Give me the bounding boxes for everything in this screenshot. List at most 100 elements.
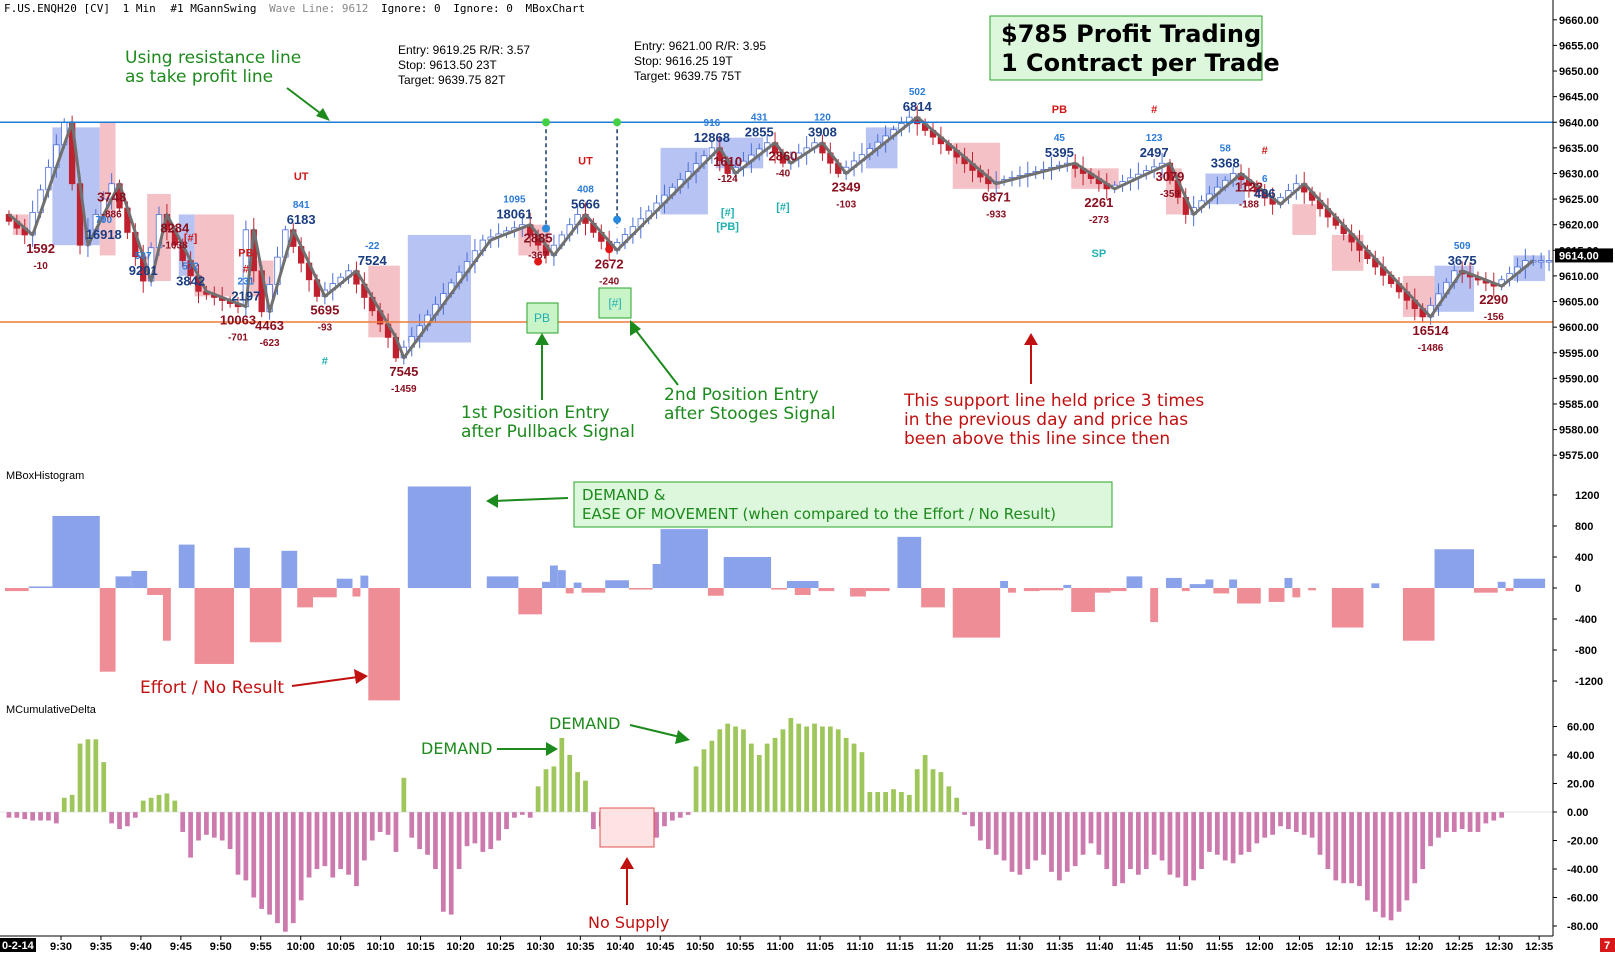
candle-body[interactable]	[1545, 260, 1553, 263]
delta-bar[interactable]	[101, 762, 107, 812]
delta-bar[interactable]	[567, 755, 573, 812]
histogram-bar[interactable]	[1474, 588, 1498, 593]
delta-bar[interactable]	[1120, 812, 1125, 884]
histogram-bar[interactable]	[115, 576, 132, 588]
delta-bar[interactable]	[38, 812, 43, 821]
histogram-bar[interactable]	[336, 578, 353, 588]
delta-bar[interactable]	[1365, 812, 1370, 901]
histogram-bar[interactable]	[131, 570, 148, 588]
histogram-bar[interactable]	[1505, 588, 1514, 592]
delta-bar[interactable]	[843, 737, 849, 812]
delta-bar[interactable]	[1143, 812, 1149, 869]
histogram-bar[interactable]	[581, 588, 606, 593]
delta-bar[interactable]	[1199, 812, 1204, 869]
histogram-bar[interactable]	[1268, 588, 1285, 602]
delta-bar[interactable]	[875, 792, 881, 812]
delta-bar[interactable]	[1475, 812, 1481, 832]
delta-bar[interactable]	[164, 793, 170, 812]
histogram-bar[interactable]	[297, 588, 314, 608]
histogram-bar[interactable]	[1110, 588, 1127, 592]
histogram-bar[interactable]	[234, 547, 250, 588]
delta-bar[interactable]	[670, 812, 675, 821]
delta-bar[interactable]	[662, 812, 667, 827]
histogram-bar[interactable]	[628, 588, 653, 590]
delta-bar[interactable]	[867, 792, 873, 812]
delta-bar[interactable]	[1396, 812, 1402, 912]
histogram-bar[interactable]	[407, 486, 471, 588]
delta-bar[interactable]	[188, 812, 193, 858]
delta-bar[interactable]	[53, 812, 59, 824]
delta-bar[interactable]	[851, 743, 857, 812]
histogram-bar[interactable]	[5, 588, 29, 592]
delta-bar[interactable]	[748, 743, 754, 812]
histogram-bar[interactable]	[1071, 588, 1095, 613]
histogram-bar[interactable]	[1166, 577, 1182, 588]
delta-bar[interactable]	[512, 812, 517, 818]
histogram-bar[interactable]	[1513, 578, 1546, 588]
delta-bar[interactable]	[1380, 812, 1386, 918]
delta-bar[interactable]	[1167, 812, 1173, 875]
delta-bar[interactable]	[1001, 812, 1007, 861]
histogram-bar[interactable]	[162, 588, 171, 641]
histogram-bar[interactable]	[1229, 579, 1238, 588]
delta-bar[interactable]	[559, 737, 565, 812]
delta-bar[interactable]	[1286, 812, 1291, 830]
delta-bar[interactable]	[1357, 812, 1362, 887]
delta-bar[interactable]	[1025, 812, 1031, 869]
delta-bar[interactable]	[693, 766, 699, 812]
delta-bar[interactable]	[409, 812, 415, 838]
histogram-bar[interactable]	[1371, 583, 1380, 588]
histogram-bar[interactable]	[1402, 588, 1435, 641]
delta-bar[interactable]	[156, 794, 162, 812]
histogram-bar[interactable]	[194, 588, 235, 664]
delta-bar[interactable]	[322, 812, 328, 867]
delta-bar[interactable]	[1151, 812, 1157, 855]
delta-bar[interactable]	[543, 769, 549, 812]
histogram-bar[interactable]	[1497, 581, 1506, 588]
delta-bar[interactable]	[938, 772, 944, 812]
delta-bar[interactable]	[1135, 812, 1141, 875]
histogram-bar[interactable]	[1284, 577, 1293, 588]
delta-bar[interactable]	[1436, 812, 1441, 838]
delta-bar[interactable]	[1388, 812, 1394, 921]
delta-bar[interactable]	[440, 812, 446, 912]
delta-bar[interactable]	[685, 812, 691, 815]
delta-bar[interactable]	[267, 812, 272, 915]
delta-bar[interactable]	[204, 812, 209, 835]
delta-bar[interactable]	[1128, 812, 1133, 869]
histogram-bar[interactable]	[865, 588, 890, 592]
delta-bar[interactable]	[456, 812, 462, 869]
delta-bar[interactable]	[377, 812, 383, 832]
delta-bar[interactable]	[259, 812, 265, 909]
histogram-bar[interactable]	[99, 588, 116, 672]
delta-bar[interactable]	[140, 800, 146, 812]
histogram-bar[interactable]	[921, 588, 945, 608]
delta-bar[interactable]	[788, 717, 794, 812]
delta-bar[interactable]	[211, 812, 217, 838]
delta-bar[interactable]	[1420, 812, 1426, 869]
delta-bar[interactable]	[827, 726, 833, 813]
delta-bar[interactable]	[962, 812, 967, 815]
histogram-bar[interactable]	[573, 582, 582, 588]
delta-bar[interactable]	[338, 812, 344, 869]
delta-bar[interactable]	[354, 812, 359, 887]
delta-bar[interactable]	[1254, 812, 1260, 844]
delta-bar[interactable]	[1301, 812, 1307, 835]
histogram-bar[interactable]	[1308, 588, 1317, 591]
delta-bar[interactable]	[235, 812, 241, 875]
histogram-panel[interactable]	[5, 486, 1546, 701]
delta-bar[interactable]	[306, 812, 312, 878]
histogram-bar[interactable]	[281, 550, 298, 588]
delta-bar[interactable]	[804, 726, 810, 813]
delta-bar[interactable]	[1230, 812, 1236, 864]
delta-bar[interactable]	[172, 800, 178, 812]
delta-bar[interactable]	[1293, 812, 1299, 832]
histogram-bar[interactable]	[1205, 579, 1214, 588]
histogram-bar[interactable]	[1023, 588, 1040, 592]
delta-bar[interactable]	[954, 797, 960, 812]
delta-bar[interactable]	[385, 812, 391, 835]
delta-bar[interactable]	[1428, 812, 1433, 847]
delta-bar[interactable]	[725, 723, 731, 812]
delta-bar[interactable]	[346, 812, 351, 875]
delta-bar[interactable]	[535, 786, 541, 812]
